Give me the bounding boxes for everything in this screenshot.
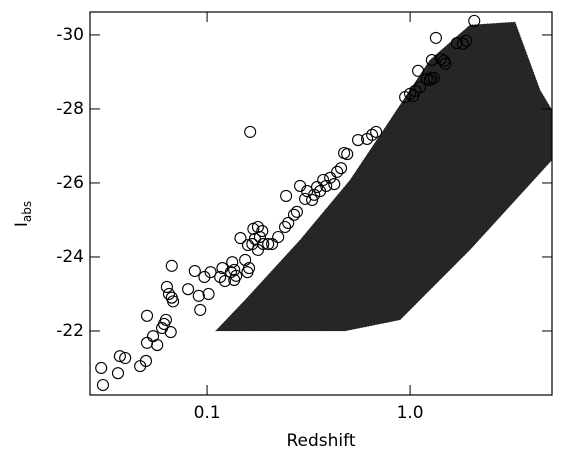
x-axis-label: Redshift [286, 431, 355, 451]
y-tick-label: -24 [56, 247, 84, 267]
data-point [414, 81, 427, 94]
data-point [140, 309, 154, 322]
data-point [407, 89, 420, 103]
data-point [320, 179, 333, 192]
y-tick-label: -28 [56, 99, 84, 119]
data-point [429, 31, 442, 44]
data-point [351, 133, 365, 147]
y-axis-label: Iabs [12, 201, 34, 227]
data-point [162, 287, 176, 301]
data-point [317, 173, 330, 187]
data-point [111, 367, 125, 380]
data-point [251, 220, 264, 234]
data-point [234, 232, 247, 245]
data-point [226, 256, 239, 269]
x-tick-label: 1.0 [397, 403, 424, 423]
data-point [310, 180, 324, 194]
data-point [331, 165, 344, 178]
data-point [241, 239, 255, 252]
data-point [96, 378, 110, 392]
data-point [151, 338, 164, 352]
y-label-main: I [12, 222, 32, 227]
data-point [194, 303, 207, 316]
data-point [328, 178, 341, 191]
plot-frame [89, 11, 553, 396]
data-point [256, 225, 269, 238]
data-point [439, 57, 452, 70]
data-point [341, 148, 354, 161]
data-point [182, 283, 195, 296]
data-point [266, 237, 279, 251]
data-point [159, 313, 172, 326]
data-point [290, 205, 303, 218]
data-point [253, 230, 266, 244]
data-point [218, 274, 232, 288]
data-point [366, 128, 379, 141]
data-point [324, 171, 337, 184]
data-point [412, 64, 425, 77]
data-point [272, 230, 285, 244]
data-point [280, 189, 293, 202]
data-point [306, 193, 319, 207]
x-tick-label: 0.1 [194, 403, 221, 423]
data-point [160, 280, 173, 293]
data-point [165, 259, 178, 272]
data-point [456, 37, 469, 50]
data-point [140, 336, 154, 349]
data-point [139, 354, 153, 368]
data-point [293, 179, 307, 192]
data-point [167, 295, 180, 308]
data-point [450, 37, 463, 50]
y-label-sub: abs [20, 201, 34, 222]
data-point [335, 162, 348, 175]
data-point [308, 188, 321, 201]
y-tick-label: -26 [56, 173, 84, 193]
data-point [262, 237, 275, 251]
data-point [425, 71, 438, 84]
data-point [164, 326, 177, 339]
data-point [425, 54, 438, 67]
data-point [188, 264, 201, 278]
data-point [239, 253, 252, 266]
data-point [287, 208, 301, 221]
data-point [192, 289, 205, 302]
y-tick-label: -22 [56, 321, 84, 341]
data-point [230, 269, 243, 282]
data-point [370, 125, 383, 138]
data-point [198, 270, 211, 284]
point-cloud [214, 21, 553, 332]
data-point [113, 350, 126, 363]
data-point [228, 263, 241, 276]
data-point [278, 220, 292, 234]
data-point [257, 237, 270, 251]
data-point [119, 351, 132, 365]
data-point [202, 287, 215, 301]
data-point [468, 14, 481, 27]
data-point [427, 71, 440, 84]
data-point [460, 34, 473, 47]
data-point [282, 216, 295, 229]
data-point [244, 125, 257, 138]
data-point [243, 262, 256, 275]
data-point [204, 266, 217, 279]
y-tick-label: -30 [56, 25, 84, 45]
data-point [95, 361, 108, 375]
